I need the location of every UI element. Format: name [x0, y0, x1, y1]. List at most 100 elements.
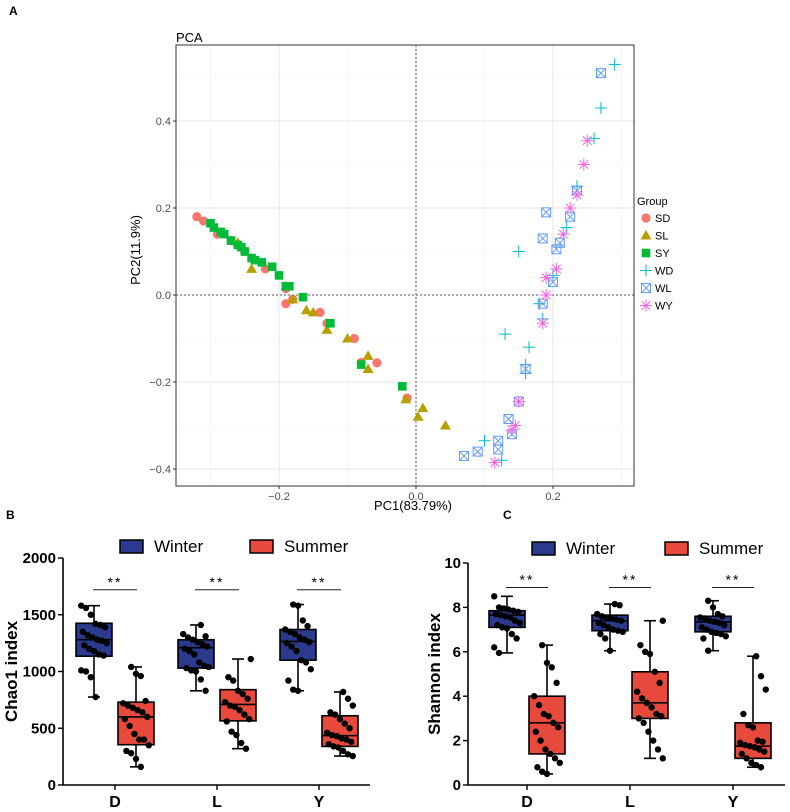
- plot-background: [176, 45, 634, 486]
- legend-label-summer: Summer: [699, 539, 764, 558]
- data-point-sy: [250, 255, 260, 265]
- square-marker: [326, 318, 335, 328]
- data-point: [548, 664, 555, 671]
- data-point-sd: [372, 358, 382, 368]
- data-point: [82, 668, 90, 675]
- boxx-marker-x: [459, 451, 469, 461]
- data-point: [491, 644, 498, 651]
- circle-marker: [192, 212, 202, 222]
- y-tick-label: 8: [453, 599, 461, 616]
- data-point: [497, 611, 504, 619]
- data-point-sy: [240, 247, 250, 256]
- data-point: [306, 638, 313, 646]
- x-tick-label: 0.2: [545, 491, 560, 503]
- data-point: [616, 601, 623, 609]
- data-point-sl: [439, 420, 451, 430]
- data-point: [713, 629, 720, 637]
- data-point-wy: [557, 228, 570, 241]
- data-point: [92, 693, 99, 701]
- triangle-marker: [362, 363, 374, 373]
- data-point: [290, 686, 297, 693]
- data-point: [180, 630, 187, 638]
- data-point: [545, 712, 552, 720]
- circle-marker: [315, 307, 325, 317]
- boxx-marker-x: [541, 207, 552, 218]
- boxx-marker-box: [472, 446, 483, 457]
- data-point: [346, 725, 353, 732]
- data-point: [202, 687, 209, 694]
- data-point: [199, 641, 206, 648]
- data-point-wl: [472, 446, 483, 457]
- data-point: [191, 651, 198, 658]
- data-point: [705, 597, 712, 604]
- data-point-sy: [209, 223, 219, 232]
- data-point: [708, 628, 715, 636]
- data-point: [325, 740, 332, 748]
- data-point: [701, 615, 709, 622]
- data-point-wl: [537, 233, 548, 244]
- data-point: [324, 729, 331, 736]
- data-point: [762, 686, 769, 693]
- legend-label-sd: SD: [655, 213, 670, 225]
- data-point: [703, 626, 710, 633]
- y-tick-label: 0: [48, 777, 56, 794]
- data-point-sd: [192, 212, 202, 222]
- data-point: [753, 761, 760, 769]
- data-point: [555, 724, 562, 731]
- y-tick-label: 500: [31, 720, 56, 737]
- boxx-marker-box: [520, 363, 531, 374]
- data-point-sy: [298, 292, 308, 302]
- significance-stars: **: [312, 574, 327, 590]
- data-point: [132, 670, 140, 677]
- data-point: [142, 697, 149, 705]
- boxx-marker-x: [493, 444, 504, 455]
- data-point: [610, 626, 617, 633]
- legend-swatch-summer: [249, 539, 274, 554]
- boxx-marker-box: [554, 237, 565, 248]
- data-point: [144, 713, 151, 721]
- data-point: [537, 737, 544, 744]
- data-point: [100, 652, 107, 659]
- data-point: [234, 687, 242, 694]
- boxx-marker-x: [641, 283, 651, 293]
- data-point: [186, 647, 193, 655]
- legend-marker-wl: [641, 283, 651, 293]
- data-point: [737, 739, 744, 747]
- data-point: [619, 628, 626, 636]
- data-point: [510, 607, 517, 614]
- data-point: [500, 605, 507, 612]
- data-point: [653, 710, 660, 718]
- data-point: [136, 736, 143, 743]
- data-point: [516, 619, 523, 627]
- data-point: [282, 626, 289, 633]
- data-point: [290, 601, 297, 608]
- data-point: [751, 744, 758, 751]
- data-point: [719, 613, 726, 620]
- data-point-wy: [512, 395, 525, 408]
- data-point-wy: [540, 271, 553, 284]
- data-point: [714, 610, 721, 618]
- boxx-marker-x: [493, 435, 504, 446]
- data-point: [103, 639, 111, 647]
- legend-title: Group: [637, 196, 668, 208]
- data-point: [550, 719, 557, 727]
- boxx-marker-x: [548, 277, 558, 287]
- data-point: [200, 662, 208, 670]
- asterisk-marker: [550, 262, 563, 275]
- y-tick-label: 0.4: [156, 116, 171, 128]
- box-summer-y: [321, 688, 359, 760]
- data-point: [753, 653, 760, 660]
- square-marker: [237, 242, 246, 252]
- square-marker: [219, 229, 229, 239]
- boxx-marker-box: [551, 244, 562, 255]
- data-point: [553, 679, 560, 687]
- data-point: [225, 673, 232, 681]
- y-tick-label: 0: [453, 777, 461, 794]
- asterisk-marker: [540, 289, 553, 301]
- y-tick-label: 0.2: [156, 203, 171, 215]
- y-tick-label: 2: [453, 733, 461, 750]
- circle-marker: [281, 299, 291, 309]
- square-marker: [226, 236, 236, 245]
- data-point: [233, 731, 240, 739]
- square-marker: [267, 262, 277, 272]
